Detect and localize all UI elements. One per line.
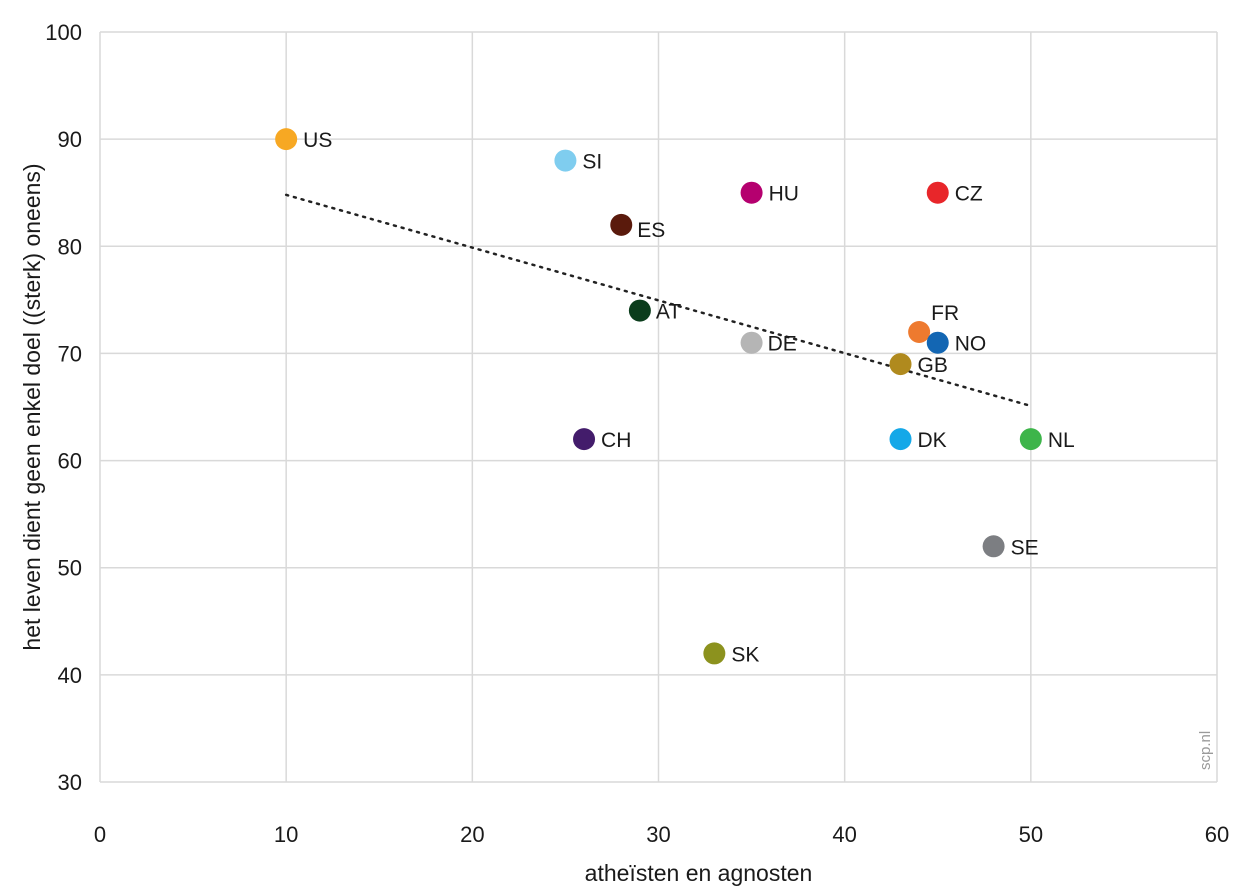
point-label-se: SE — [1011, 536, 1039, 559]
point-label-si: SI — [582, 151, 602, 174]
data-point-no — [926, 331, 949, 354]
trendline — [284, 193, 1033, 408]
point-label-nl: NL — [1048, 429, 1075, 452]
y-tick-label: 40 — [58, 663, 82, 688]
x-tick-label: 10 — [274, 822, 298, 847]
point-label-cz: CZ — [955, 183, 983, 206]
x-axis-title: atheïsten en agnosten — [585, 860, 813, 886]
x-tick-label: 30 — [646, 822, 670, 847]
data-point-us — [275, 128, 298, 151]
tick-labels: 0 10 20 30 40 50 60 30 40 50 60 70 80 90 100 — [45, 20, 1229, 847]
gridlines — [99, 31, 1218, 783]
y-tick-label: 50 — [58, 556, 82, 581]
y-tick-label: 70 — [58, 341, 82, 366]
point-label-dk: DK — [918, 429, 947, 452]
point-label-ch: CH — [601, 429, 631, 452]
data-point-at — [628, 299, 651, 322]
y-tick-label: 80 — [58, 234, 82, 259]
data-point-fr — [908, 321, 931, 343]
x-tick-label: 50 — [1019, 822, 1043, 847]
y-tick-label: 100 — [45, 20, 82, 45]
y-tick-label: 60 — [58, 449, 82, 474]
point-label-sk: SK — [731, 643, 759, 666]
data-point-se — [982, 535, 1005, 558]
point-label-de: DE — [768, 333, 797, 356]
data-point-es — [610, 213, 633, 236]
point-label-hu: HU — [769, 183, 799, 206]
point-label-us: US — [303, 129, 332, 152]
watermark-text: scp.nl — [1197, 731, 1214, 770]
data-point-cz — [926, 181, 949, 204]
point-label-at: AT — [656, 301, 681, 324]
y-axis-title: het leven dient geen enkel doel ((sterk)… — [19, 163, 45, 650]
data-points: US SI HU CZ ES AT FR NO DE GB CH DK NL SE SK — [275, 128, 1075, 666]
data-point-si — [554, 149, 577, 172]
x-tick-label: 20 — [460, 822, 484, 847]
y-tick-label: 90 — [58, 127, 82, 152]
data-point-hu — [740, 181, 763, 204]
point-label-gb: GB — [918, 354, 948, 377]
point-label-es: ES — [637, 219, 665, 242]
data-point-gb — [889, 353, 912, 376]
x-tick-label: 60 — [1205, 822, 1229, 847]
data-point-dk — [889, 428, 912, 451]
point-label-no: NO — [955, 333, 987, 356]
data-point-sk — [703, 642, 726, 665]
point-label-fr: FR — [931, 302, 959, 325]
x-tick-label: 0 — [94, 822, 106, 847]
data-point-de — [740, 331, 763, 354]
x-tick-label: 40 — [832, 822, 856, 847]
data-point-nl — [1019, 428, 1042, 451]
y-tick-label: 30 — [58, 770, 82, 795]
data-point-ch — [573, 428, 596, 451]
